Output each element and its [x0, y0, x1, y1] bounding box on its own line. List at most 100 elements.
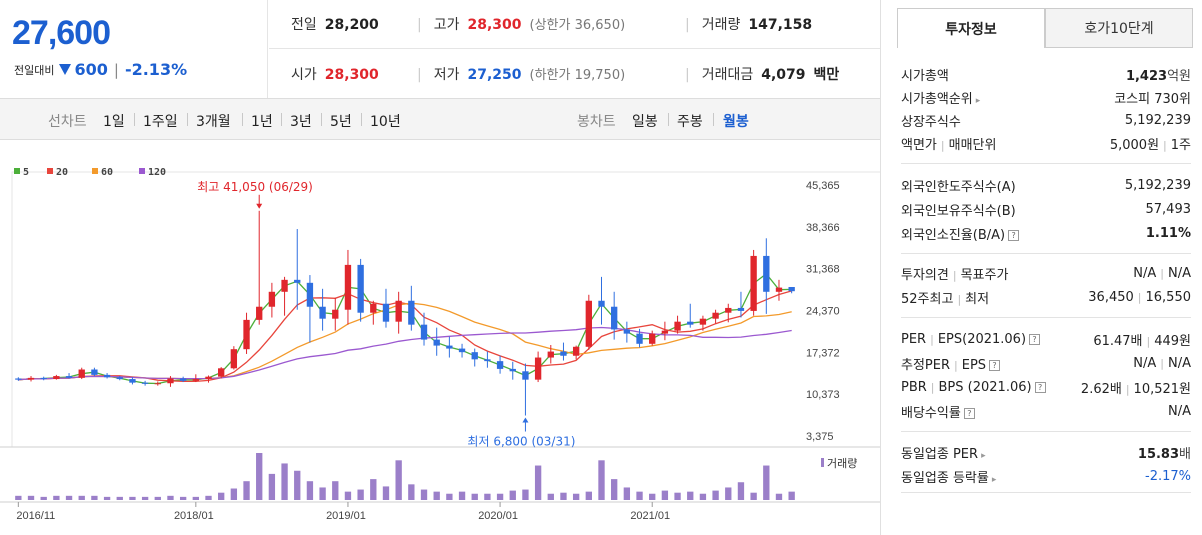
volume-bar — [344, 491, 352, 500]
volume-bar — [53, 495, 60, 500]
volume-bar — [192, 496, 199, 500]
pbr-bps-row: PBR | BPS (2021.06)? 2.62배 | 10,521원 — [901, 379, 1191, 397]
candle-body — [230, 349, 238, 369]
volume-label: 거래량 — [827, 457, 857, 470]
volume-bar — [268, 473, 276, 500]
candle-body — [687, 321, 694, 325]
candle-body — [522, 371, 529, 380]
trade-value: | 거래대금 4,079 백만 — [685, 66, 840, 83]
min-annotation: 최저 6,800 (03/31) — [467, 435, 575, 449]
volume-bar — [65, 495, 73, 500]
volume-bar — [775, 493, 783, 500]
legend-swatch — [139, 168, 145, 174]
candle-body — [674, 321, 681, 331]
candle-body — [598, 300, 605, 307]
help-icon[interactable]: ? — [963, 407, 975, 419]
week52-row: 52주최고 | 최저 36,450 | 16,550 — [901, 289, 1191, 307]
candle-monthly[interactable]: 월봉 — [723, 114, 749, 130]
candle-body — [192, 379, 199, 381]
candle-body — [319, 306, 326, 319]
candle-body — [547, 351, 554, 358]
volume-bar — [370, 479, 377, 500]
y-tick-label: 38,366 — [806, 222, 840, 234]
candle-body — [763, 255, 770, 292]
volume-bar — [598, 460, 605, 500]
period-10y[interactable]: 10년 — [370, 114, 401, 130]
legend-swatch — [14, 168, 20, 174]
max-arrow-head — [256, 203, 263, 209]
candle-weekly[interactable]: 주봉 — [677, 114, 703, 130]
max-annotation: 최고 41,050 (06/29) — [197, 180, 313, 194]
volume-bar — [750, 492, 757, 500]
ma-line-60 — [18, 302, 792, 381]
volume-bar — [661, 490, 669, 500]
help-icon[interactable]: ? — [1034, 381, 1046, 393]
candle-body — [585, 300, 592, 347]
help-icon[interactable]: ? — [989, 359, 1001, 371]
volume-bar — [737, 482, 745, 500]
candle-body — [167, 378, 174, 384]
candle-body — [649, 333, 656, 344]
period-bar: 선차트 1일 1주일 3개월 1년 3년 5년 10년 봉차트 일봉 주봉 월봉 — [0, 98, 880, 140]
volume-bar — [636, 491, 643, 500]
y-tick-label: 17,372 — [806, 347, 840, 359]
period-5y[interactable]: 5년 — [330, 114, 352, 130]
volume-bar — [294, 470, 301, 500]
volume-bar — [458, 491, 466, 500]
candle-daily[interactable]: 일봉 — [632, 114, 658, 130]
period-3y[interactable]: 3년 — [290, 114, 312, 130]
candle-body — [357, 264, 364, 313]
volume-bar — [471, 493, 478, 500]
volume-bar — [319, 487, 326, 500]
volume-bar — [484, 493, 491, 500]
candle-body — [65, 376, 73, 378]
change-label: 전일대비 — [14, 63, 55, 77]
period-1y[interactable]: 1년 — [251, 114, 273, 130]
chevron-right-icon: ▸ — [975, 95, 981, 106]
candle-body — [243, 319, 250, 350]
period-1d[interactable]: 1일 — [103, 114, 125, 130]
volume-bar — [15, 495, 22, 500]
industry-per-row[interactable]: 동일업종 PER ▸ 15.83배 — [901, 446, 1191, 462]
help-icon[interactable]: ? — [1008, 229, 1020, 241]
legend-label: 5 — [23, 167, 29, 178]
candle-body — [636, 333, 643, 344]
candle-body — [78, 369, 85, 378]
volume-bar — [725, 487, 732, 500]
volume-bar — [332, 481, 339, 500]
volume-bar — [281, 463, 288, 500]
candle-body — [775, 287, 783, 292]
x-tick-label: 2021/01 — [630, 510, 670, 522]
x-tick-label: 2018/01 — [174, 510, 214, 522]
tab-investment-info[interactable]: 투자정보 — [897, 8, 1045, 48]
quote-grid: 전일 28,200 | 고가 28,300 (상한가 36,650) | 거래량… — [269, 0, 880, 98]
volume-bar — [230, 488, 238, 500]
tab-order-book[interactable]: 호가10단계 — [1045, 8, 1193, 48]
open-price: 시가 28,300 — [291, 66, 379, 83]
down-triangle-icon — [59, 64, 72, 75]
y-tick-label: 10,373 — [806, 389, 840, 401]
industry-change-row[interactable]: 동일업종 등락률 ▸ -2.17% — [901, 468, 1191, 486]
candle-body — [433, 339, 440, 346]
help-icon[interactable]: ? — [1029, 333, 1041, 345]
volume-bar — [395, 460, 402, 500]
change-value: 600 — [74, 60, 108, 79]
candle-body — [218, 368, 225, 377]
chevron-right-icon: ▸ — [991, 474, 997, 485]
y-tick-label: 3,375 — [806, 431, 834, 443]
period-1w[interactable]: 1주일 — [143, 114, 178, 130]
candle-body — [750, 255, 757, 311]
candle-body — [27, 377, 35, 380]
dividend-row: 배당수익률? N/A — [901, 403, 1191, 421]
per-eps-row: PER | EPS(2021.06)? 61.47배 | 449원 — [901, 331, 1191, 349]
legend-label: 120 — [148, 167, 166, 178]
volume-bar — [534, 465, 542, 500]
change-row: 전일대비 600 | -2.13% — [14, 60, 187, 79]
period-3m[interactable]: 3개월 — [196, 114, 231, 130]
candle-body — [281, 279, 288, 292]
market-cap-rank-row[interactable]: 시가총액순위 ▸ 코스피 730위 — [901, 91, 1191, 107]
change-percent: -2.13% — [124, 60, 188, 79]
candle-body — [382, 303, 390, 322]
candle-body — [53, 376, 60, 380]
candle-body — [205, 376, 212, 380]
